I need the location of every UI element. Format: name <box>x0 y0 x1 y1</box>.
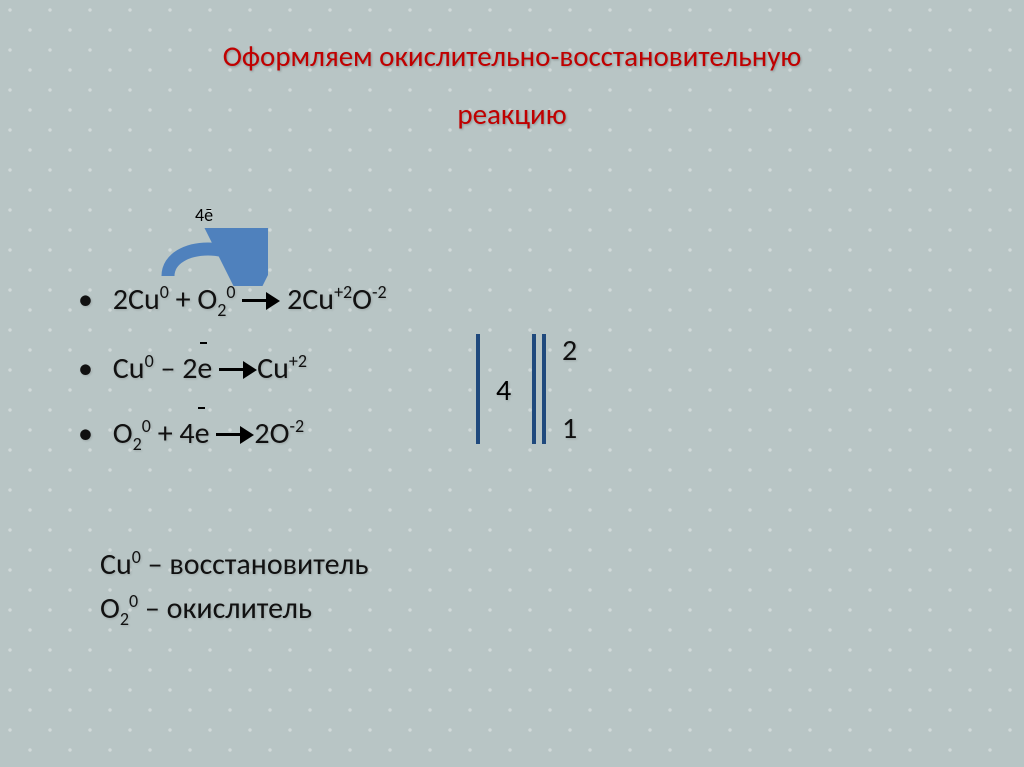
half-reaction-o: • O20 + 4e 2O-2 <box>78 417 387 453</box>
eq3-plus4e: + 4e <box>151 415 216 452</box>
electron-transfer-label: 4ē <box>195 204 213 226</box>
title-line-1: Оформляем окислительно-восстановительную <box>0 38 1024 76</box>
eq2-cu: Cu <box>113 350 145 387</box>
half-reaction-cu: • Cu0 – 2e Cu+2 <box>78 352 387 384</box>
eq1-sup-0a: 0 <box>160 281 169 303</box>
concl2-o: O <box>100 590 120 627</box>
curved-arrow-icon <box>148 228 268 286</box>
vertical-bar <box>542 334 546 444</box>
concl2-sub: 2 <box>120 608 129 630</box>
title-line-2: реакцию <box>0 96 1024 132</box>
concl1-sup: 0 <box>132 546 141 568</box>
eq1-sup--2: -2 <box>372 281 387 303</box>
eq2-sup-0: 0 <box>145 350 154 372</box>
eq1-sup-+2: +2 <box>334 281 352 303</box>
conclusion-block: Cu0 – восстановитель O20 – окислитель <box>100 543 368 632</box>
eq3-sup-0: 0 <box>142 415 151 437</box>
eq1-part-O: O <box>352 281 372 318</box>
eq1-sup-0b: 0 <box>226 281 235 303</box>
equations-block: • 2Cu0 + O20 2Cu+2O-2 • Cu0 – 2e Cu+2 • … <box>78 283 387 486</box>
concl2-sup: 0 <box>129 590 138 612</box>
eq3-o: O <box>113 415 133 452</box>
arrow-right-icon <box>216 425 254 443</box>
eq1-part-2cu2: 2Cu <box>280 281 334 318</box>
eq1-part-2cu: 2Cu <box>113 281 160 318</box>
eq3-2o: 2O <box>254 415 289 452</box>
slide-title: Оформляем окислительно-восстановительную… <box>0 0 1024 132</box>
concl1-text: – восстановитель <box>141 546 369 583</box>
lcm-value: 4 <box>496 372 511 409</box>
eq2-cu2: Cu <box>257 350 289 387</box>
vertical-bar <box>532 334 536 444</box>
conclusion-line-1: Cu0 – восстановитель <box>100 543 368 587</box>
conclusion-line-2: O20 – окислитель <box>100 587 368 632</box>
eq2-sup-+2: +2 <box>289 350 307 372</box>
concl1-cu: Cu <box>100 546 132 583</box>
arrow-right-icon <box>242 291 280 309</box>
arrow-right-icon <box>219 360 257 378</box>
eq3-sup--2: -2 <box>289 415 304 437</box>
coef-top: 2 <box>562 332 577 369</box>
eq1-part-plusO: + O <box>169 281 217 318</box>
equation-overall: • 2Cu0 + O20 2Cu+2O-2 <box>78 283 387 319</box>
eq3-sub-2: 2 <box>133 433 142 455</box>
vertical-bar <box>476 334 480 444</box>
coef-bottom: 1 <box>562 410 577 447</box>
concl2-text: – окислитель <box>138 590 312 627</box>
eq2-minus2e: – 2e <box>154 350 219 387</box>
